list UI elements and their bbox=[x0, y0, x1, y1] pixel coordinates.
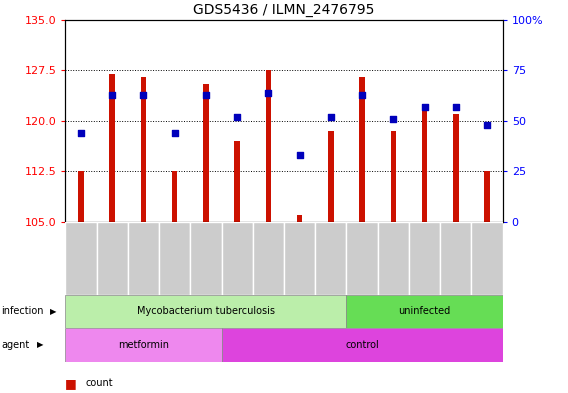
Text: Mycobacterium tuberculosis: Mycobacterium tuberculosis bbox=[137, 307, 275, 316]
Text: uninfected: uninfected bbox=[399, 307, 450, 316]
Point bbox=[295, 152, 304, 158]
Bar bbox=[328, 131, 333, 222]
Point bbox=[326, 114, 335, 120]
Point bbox=[389, 116, 398, 122]
Text: metformin: metformin bbox=[118, 340, 169, 350]
Bar bbox=[128, 222, 159, 295]
Bar bbox=[360, 77, 365, 222]
Bar bbox=[453, 114, 458, 222]
Bar bbox=[346, 222, 378, 295]
Bar bbox=[253, 222, 284, 295]
Bar bbox=[222, 328, 503, 362]
Text: ▶: ▶ bbox=[50, 307, 56, 316]
Title: GDS5436 / ILMN_2476795: GDS5436 / ILMN_2476795 bbox=[193, 3, 375, 17]
Point bbox=[264, 89, 273, 95]
Bar bbox=[440, 222, 471, 295]
Bar bbox=[346, 295, 503, 328]
Bar bbox=[391, 131, 396, 222]
Bar bbox=[235, 141, 240, 222]
Bar bbox=[471, 222, 503, 295]
Bar bbox=[266, 70, 271, 222]
Point bbox=[420, 103, 429, 110]
Bar bbox=[378, 222, 409, 295]
Text: infection: infection bbox=[1, 307, 44, 316]
Bar bbox=[222, 222, 253, 295]
Point bbox=[483, 122, 492, 128]
Point bbox=[202, 92, 211, 98]
Bar bbox=[97, 222, 128, 295]
Point bbox=[170, 130, 179, 136]
Text: ■: ■ bbox=[65, 376, 77, 390]
Bar bbox=[78, 171, 83, 222]
Bar bbox=[65, 222, 97, 295]
Bar bbox=[110, 73, 115, 222]
Bar bbox=[141, 77, 146, 222]
Point bbox=[139, 92, 148, 98]
Bar bbox=[65, 328, 222, 362]
Bar bbox=[65, 295, 346, 328]
Text: agent: agent bbox=[1, 340, 30, 350]
Point bbox=[451, 103, 460, 110]
Text: ▶: ▶ bbox=[37, 340, 43, 349]
Bar bbox=[422, 111, 427, 222]
Text: control: control bbox=[345, 340, 379, 350]
Bar bbox=[315, 222, 346, 295]
Point bbox=[108, 92, 117, 98]
Text: count: count bbox=[85, 378, 113, 388]
Bar bbox=[297, 215, 302, 222]
Bar bbox=[409, 222, 440, 295]
Bar bbox=[190, 222, 222, 295]
Bar bbox=[159, 222, 190, 295]
Bar bbox=[284, 222, 315, 295]
Point bbox=[76, 130, 86, 136]
Bar bbox=[203, 84, 208, 222]
Bar bbox=[485, 171, 490, 222]
Point bbox=[358, 92, 367, 98]
Point bbox=[233, 114, 242, 120]
Bar bbox=[172, 171, 177, 222]
